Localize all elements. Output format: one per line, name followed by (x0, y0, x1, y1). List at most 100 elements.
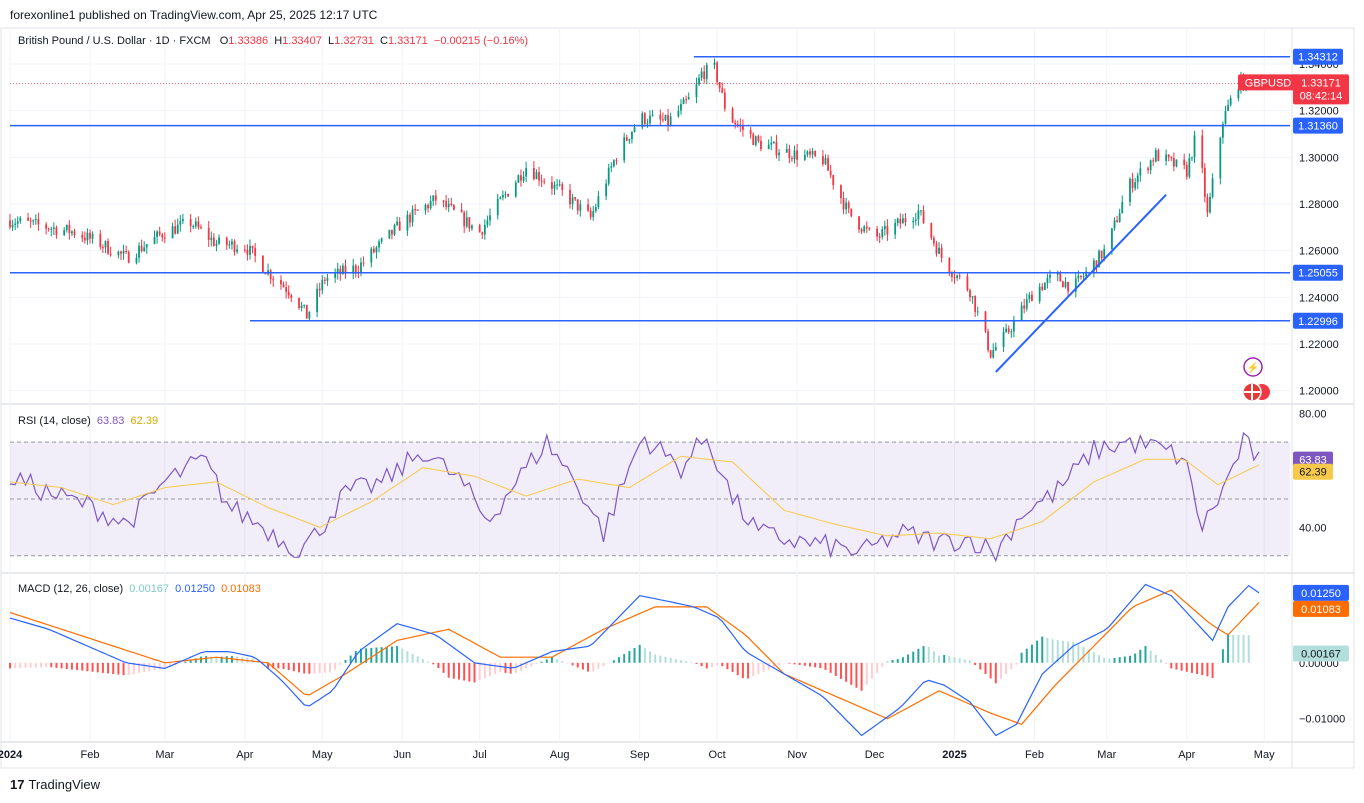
candle-body (1165, 154, 1168, 161)
candle-body (742, 125, 744, 130)
macd-hist-bar (850, 662, 853, 685)
macd-hist-bar (969, 660, 971, 663)
macd-hist-bar (984, 662, 987, 674)
candle-body (1113, 220, 1116, 229)
macd-hist-bar (323, 662, 326, 673)
macd-hist-bar (659, 655, 662, 663)
candle-body (1118, 213, 1121, 223)
candle-body (987, 331, 989, 351)
candle-body (1062, 281, 1064, 288)
macd-hist-bar (721, 662, 724, 667)
candle-body (380, 238, 383, 242)
macd-hist-bar (385, 646, 388, 663)
macd-hist-bar (881, 662, 884, 667)
macd-tick-label: −0.01000 (1299, 714, 1345, 726)
macd-hist-bar (1165, 662, 1168, 664)
candle-body (1074, 278, 1077, 292)
candle-body (298, 297, 300, 309)
candle-body (1157, 150, 1160, 161)
candle-body (778, 152, 780, 156)
price-tick-label: 1.32000 (1299, 106, 1339, 118)
candle-body (569, 189, 571, 205)
macd-hist-bar (282, 662, 285, 669)
candle-body (597, 196, 600, 208)
candle-body (73, 231, 76, 236)
candle-body (1080, 275, 1082, 278)
candle-body (1129, 178, 1131, 202)
price-tick-label: 1.26000 (1299, 246, 1339, 258)
macd-hist-bar (762, 662, 765, 672)
x-tick-label: Aug (550, 749, 570, 761)
macd-hist-bar (9, 662, 11, 669)
macd-hist-bar (138, 662, 141, 674)
macd-hist-bar (834, 662, 837, 676)
candle-body (571, 197, 574, 205)
candle-body (233, 241, 236, 252)
candle-body (189, 219, 192, 227)
candle-body (158, 231, 161, 235)
macd-hist-bar (1087, 649, 1090, 663)
macd-hist-bar (390, 646, 393, 663)
macd-hist-bar (1061, 640, 1064, 663)
macd-hist-bar (199, 656, 202, 663)
macd-hist-bar (633, 647, 636, 663)
macd-hist-bar (602, 662, 605, 667)
candle-body (447, 203, 450, 208)
high-value: 1.33407 (282, 35, 322, 47)
candle-body (576, 199, 579, 211)
macd-hist-bar (329, 662, 331, 673)
candle-body (716, 62, 718, 83)
macd-hist-bar (298, 662, 301, 673)
candle-body (1002, 331, 1005, 347)
candle-body (334, 272, 337, 278)
candle-body (406, 214, 409, 231)
macd-value-tag-label: 0.01250 (1301, 588, 1341, 600)
candle-body (1170, 157, 1173, 159)
macd-hist-bar (60, 662, 63, 669)
macd-hist-bar (401, 648, 404, 663)
macd-hist-bar (824, 662, 827, 670)
x-tick-label: 2025 (942, 749, 966, 761)
low-label: L (328, 35, 335, 47)
macd-hist-bar (91, 662, 94, 672)
macd-hist-bar (716, 662, 719, 666)
uk-flag-icon (1244, 384, 1260, 400)
high-label: H (274, 35, 283, 47)
candle-body (935, 243, 938, 254)
candle-body (775, 141, 778, 156)
candle-body (489, 215, 491, 221)
bar-countdown-label: 08:42:14 (1300, 90, 1343, 102)
candle-body (432, 195, 435, 202)
symbol-tag (1238, 74, 1298, 91)
candle-body (153, 236, 156, 245)
macd-hist-bar (571, 662, 574, 666)
candle-body (623, 137, 626, 161)
candle-body (713, 62, 716, 65)
candle-body (156, 231, 158, 237)
macd-hist-bar (1041, 636, 1044, 663)
signal-value-tag-label: 0.01083 (1301, 604, 1341, 616)
macd-hist-bar (597, 662, 600, 669)
macd-hist-bar (757, 662, 760, 674)
candle-body (502, 194, 504, 198)
rsi-ma-value: 62.39 (130, 415, 159, 427)
candle-body (811, 151, 814, 155)
footer-brand[interactable]: 17 TradingView (10, 777, 100, 792)
candle-body (806, 151, 809, 155)
x-tick-label: Sep (630, 749, 650, 761)
candle-body (894, 222, 897, 235)
macd-hist-bar (380, 647, 383, 663)
candle-body (791, 158, 793, 160)
candle-body (37, 219, 40, 225)
candle-body (1193, 135, 1196, 158)
candle-body (483, 224, 486, 235)
macd-hist-bar (1123, 656, 1126, 663)
candle-body (323, 279, 326, 281)
macd-hist-bar (865, 662, 868, 685)
candle-body (865, 226, 868, 229)
macd-hist-bar (101, 662, 104, 673)
macd-hist-bar (292, 662, 295, 672)
macd-hist-bar (912, 651, 915, 663)
candle-body (1049, 274, 1051, 278)
